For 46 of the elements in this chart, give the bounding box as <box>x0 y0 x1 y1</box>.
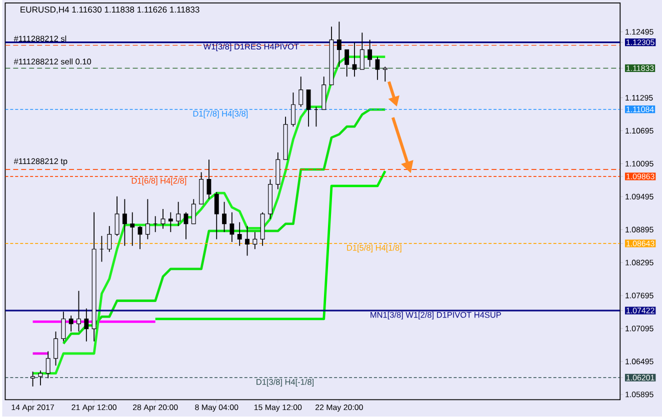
candlestick <box>298 76 304 108</box>
candlestick <box>30 371 35 388</box>
candlestick <box>352 42 357 78</box>
candlestick <box>336 21 342 68</box>
candlestick <box>237 222 242 246</box>
candlestick <box>84 308 89 342</box>
candlestick <box>206 159 212 200</box>
candlestick <box>107 226 112 253</box>
candlestick <box>168 212 173 233</box>
ref-line-label: W1[3/8] D1RES H4PIVOT <box>203 44 299 52</box>
candlestick <box>76 290 81 332</box>
candlestick <box>214 192 219 240</box>
candlestick <box>375 56 380 81</box>
candlestick <box>68 315 74 332</box>
ref-line-label: #111288212 sl <box>14 36 66 42</box>
candlestick <box>46 351 50 379</box>
ref-line-label: D1[5/8] H4[1/8] <box>347 244 402 253</box>
candlestick <box>291 92 296 128</box>
candlestick <box>382 66 388 82</box>
ref-line-label: MN1[3/8] W1[2/8] D1PIVOT H4SUP <box>370 312 501 320</box>
candlestick <box>54 331 58 366</box>
candlestick <box>130 212 135 246</box>
candlestick <box>222 202 226 233</box>
candlestick <box>38 370 43 386</box>
ref-line-label: D1[7/8] H4[3/8] <box>193 110 248 118</box>
candlestick <box>245 226 250 256</box>
candlestick <box>122 198 127 246</box>
ref-line-label: D1[6/8] H4[2/8] <box>132 178 186 186</box>
candlestick <box>191 198 196 224</box>
ref-line-label: #111288212 sell 0.10 <box>14 58 92 65</box>
candlestick <box>252 232 258 250</box>
ref-line-label: #111288212 tp <box>14 158 68 166</box>
candlestick <box>138 226 142 250</box>
candlestick <box>344 49 350 78</box>
candlestick <box>114 196 120 237</box>
candlestick <box>61 312 66 342</box>
candlestick <box>368 40 372 68</box>
chart-title: EURUSD,H4 1.11630 1.11838 1.11626 1.11833 <box>20 6 200 14</box>
candlestick <box>160 208 166 230</box>
candlestick <box>230 212 234 243</box>
candlestick <box>145 198 150 240</box>
ref-line-label: D1[3/8] H4[-1/8] <box>256 379 314 387</box>
candlestick <box>360 32 364 70</box>
candlestick <box>176 202 181 227</box>
candlestick <box>184 212 188 240</box>
candlestick <box>306 90 311 128</box>
